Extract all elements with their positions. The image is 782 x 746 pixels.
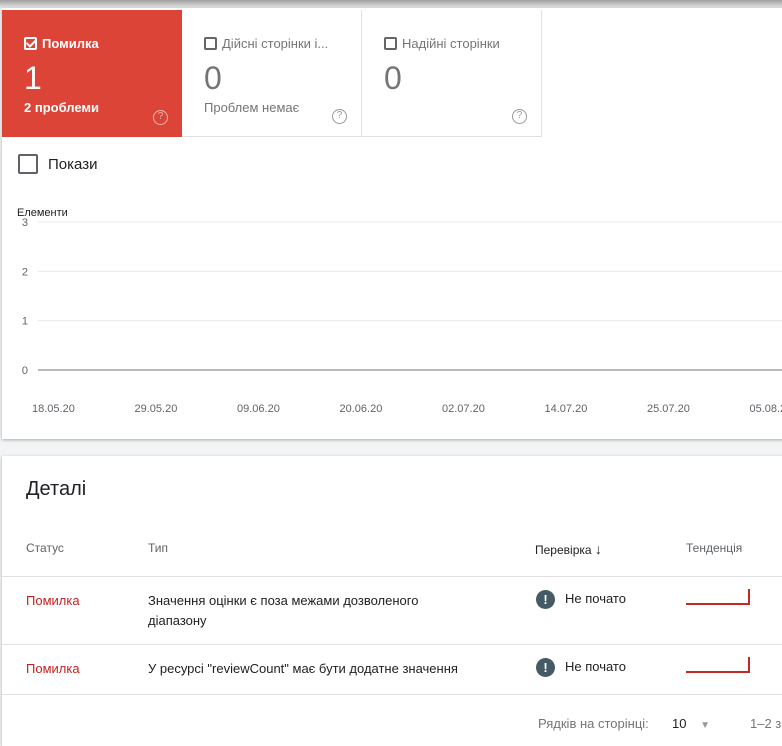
- help-icon[interactable]: ?: [332, 109, 347, 124]
- impressions-toggle[interactable]: Покази: [18, 154, 97, 174]
- impressions-label: Покази: [48, 156, 97, 173]
- tile-valid[interactable]: Надійні сторінки 0 ?: [362, 10, 542, 137]
- summary-card: Помилка 1 2 проблеми ? Дійсні сторінки і…: [2, 8, 782, 439]
- top-shadow: [0, 0, 782, 8]
- divider: [2, 694, 782, 695]
- tile-value: 1: [24, 60, 42, 97]
- rows-per-page-label: Рядків на сторінці:: [538, 716, 649, 731]
- type-cell: Значення оцінки є поза межами дозволеног…: [148, 591, 448, 631]
- trend-sparkline: [686, 657, 750, 673]
- x-tick-label: 25.07.20: [647, 403, 690, 415]
- tile-label: Надійні сторінки: [402, 36, 500, 51]
- header-check-label: Перевірка: [535, 543, 592, 557]
- type-cell: У ресурсі "reviewCount" має бути додатне…: [148, 661, 458, 676]
- dropdown-arrow-icon: ▼: [700, 720, 710, 731]
- x-tick-label: 14.07.20: [545, 403, 588, 415]
- tile-label: Помилка: [42, 36, 99, 51]
- check-label: Не почато: [565, 659, 626, 674]
- header-trend: Тенденція: [686, 541, 742, 555]
- status-cell: Помилка: [26, 593, 80, 608]
- status-cell: Помилка: [26, 661, 80, 676]
- header-type: Тип: [148, 541, 168, 555]
- tile-value: 0: [384, 60, 402, 97]
- details-title: Деталі: [26, 478, 86, 501]
- checkbox-icon[interactable]: [204, 37, 217, 50]
- sort-arrow-down-icon: ↓: [595, 541, 602, 557]
- rows-per-page-select[interactable]: 10 ▼: [672, 716, 710, 731]
- x-tick-label: 18.05.20: [32, 403, 75, 415]
- tile-sub: Проблем немає: [204, 100, 299, 115]
- checkbox-icon[interactable]: [384, 37, 397, 50]
- checkbox-checked-icon[interactable]: [24, 37, 37, 50]
- tile-valid-warnings[interactable]: Дійсні сторінки і... 0 Проблем немає ?: [182, 10, 362, 137]
- y-tick-label: 3: [22, 217, 28, 229]
- x-tick-label: 20.06.20: [340, 403, 383, 415]
- rows-value: 10: [672, 716, 686, 731]
- x-tick-label: 05.08.2: [750, 403, 782, 415]
- alert-icon: !: [536, 658, 555, 677]
- x-tick-label: 09.06.20: [237, 403, 280, 415]
- header-check[interactable]: Перевірка ↓: [535, 541, 602, 557]
- table-row[interactable]: Помилка Значення оцінки є поза межами до…: [2, 576, 782, 644]
- x-tick-label: 29.05.20: [135, 403, 178, 415]
- check-cell: ! Не почато: [536, 658, 626, 677]
- trend-sparkline: [686, 589, 750, 605]
- alert-icon: !: [536, 590, 555, 609]
- tile-error[interactable]: Помилка 1 2 проблеми ?: [2, 10, 182, 137]
- y-tick-label: 0: [22, 365, 28, 377]
- help-icon[interactable]: ?: [512, 109, 527, 124]
- tile-sub: 2 проблеми: [24, 100, 99, 115]
- help-icon[interactable]: ?: [153, 110, 168, 125]
- page-range: 1–2 з: [750, 716, 781, 731]
- tile-value: 0: [204, 60, 222, 97]
- header-status: Статус: [26, 541, 64, 555]
- x-tick-label: 02.07.20: [442, 403, 485, 415]
- details-card: Деталі Статус Тип Перевірка ↓ Тенденція …: [2, 456, 782, 746]
- y-tick-label: 2: [22, 266, 28, 278]
- table-row[interactable]: Помилка У ресурсі "reviewCount" має бути…: [2, 644, 782, 694]
- check-label: Не почато: [565, 591, 626, 606]
- check-cell: ! Не почато: [536, 590, 626, 609]
- checkbox-icon[interactable]: [18, 154, 38, 174]
- tile-label: Дійсні сторінки і...: [222, 36, 328, 51]
- y-tick-label: 1: [22, 316, 28, 328]
